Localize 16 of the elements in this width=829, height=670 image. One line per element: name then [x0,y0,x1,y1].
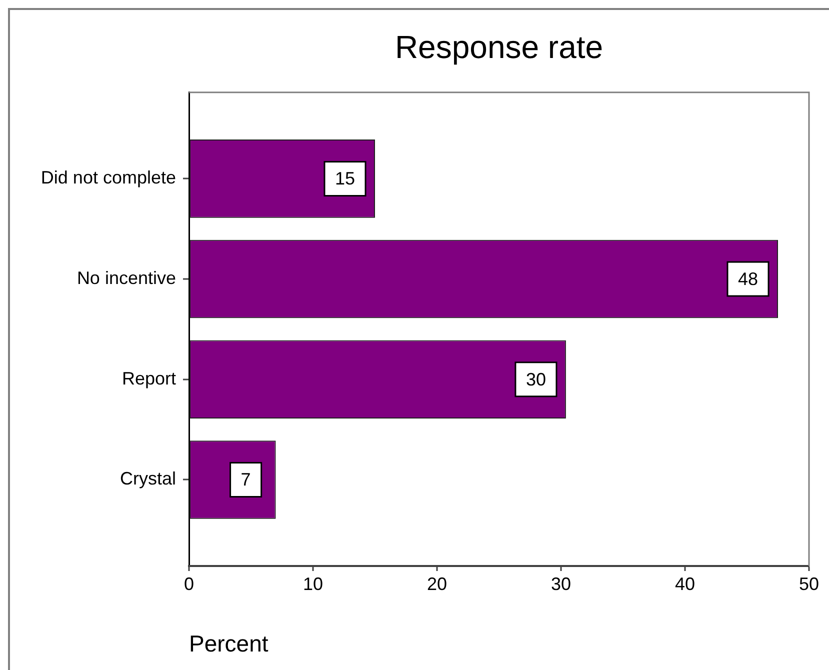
x-tick-label: 50 [798,574,820,594]
x-axis-title: Percent [189,630,269,657]
x-tick-label: 0 [184,574,194,594]
x-tick-label: 40 [674,574,696,594]
chart-title: Response rate [394,29,604,66]
y-tick-label: Did not complete [40,168,176,188]
data-label: 7 [240,470,251,490]
y-tick-label: No incentive [76,268,176,288]
x-tick-label: 10 [302,574,324,594]
data-label: 48 [738,269,758,289]
x-tick-label: 20 [426,574,448,594]
data-label: 15 [334,168,356,189]
y-tick-label: Report [122,368,176,388]
y-tick-label: Crystal [120,468,176,489]
data-label: 30 [526,369,546,390]
x-tick-label: 30 [550,574,572,594]
